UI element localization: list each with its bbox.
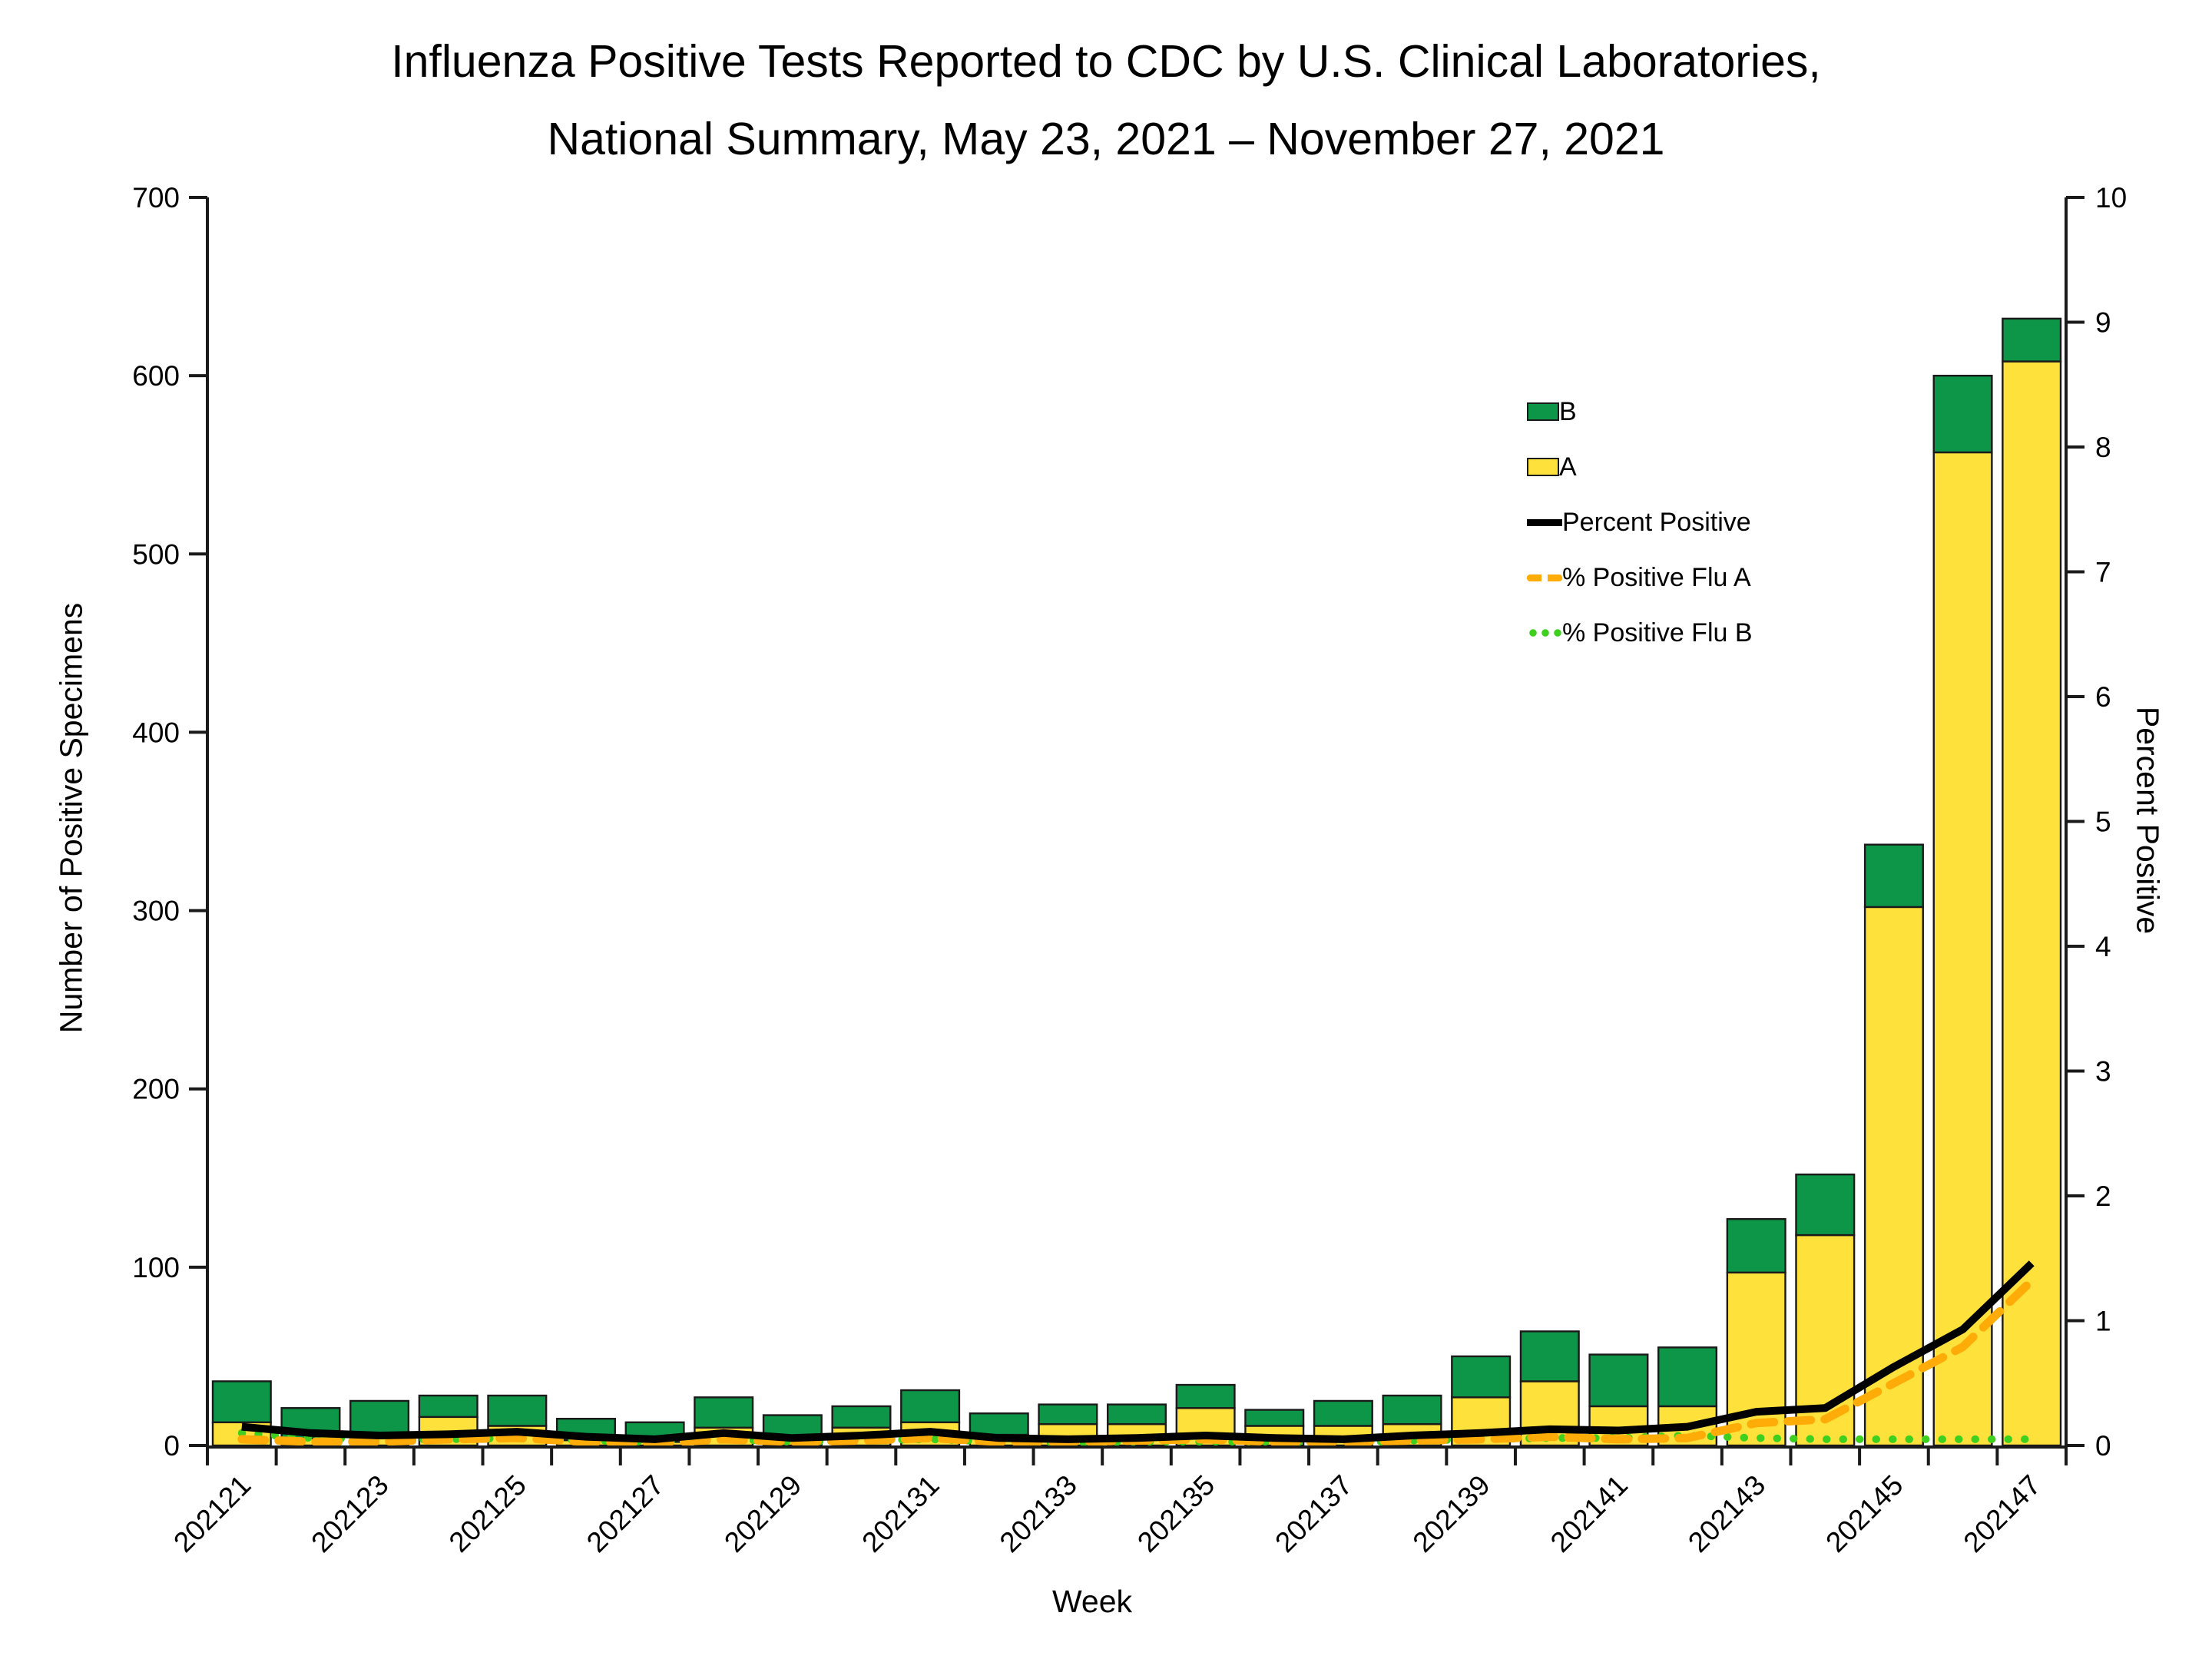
y-axis-left-tick-label: 300	[132, 896, 180, 927]
x-axis-title: Week	[1051, 1584, 1133, 1619]
chart-title-line1: Influenza Positive Tests Reported to CDC…	[391, 36, 1821, 87]
bar-flu-b	[418, 1394, 478, 1419]
legend-item-b: B	[1527, 397, 1753, 426]
x-axis-tick-label: 202125	[443, 1469, 532, 1558]
x-axis-tick-label: 202139	[1407, 1469, 1496, 1558]
bar-flu-b	[2002, 317, 2062, 363]
y-axis-right-tick-label: 3	[2095, 1056, 2111, 1088]
bar-flu-a	[1795, 1233, 1856, 1447]
y-axis-left-tick-label: 200	[132, 1074, 180, 1105]
legend-item-a: A	[1527, 452, 1753, 482]
y-axis-left-tick-label: 0	[164, 1430, 180, 1462]
legend: B A Percent Positive % Positive Flu A % Posi…	[1527, 397, 1753, 677]
legend-line-percent-positive-icon	[1527, 518, 1562, 526]
y-axis-right-tick-label: 0	[2095, 1430, 2111, 1462]
bar-flu-b	[1106, 1403, 1167, 1426]
bar-flu-b	[1313, 1399, 1373, 1427]
legend-item-pct-positive-flu-b: % Positive Flu B	[1527, 618, 1753, 647]
x-axis-tick-label: 202123	[305, 1469, 394, 1558]
y-axis-right-tick-label: 6	[2095, 681, 2111, 713]
bar-flu-b	[211, 1380, 272, 1424]
x-axis-tick-label: 202137	[1269, 1469, 1358, 1558]
y-axis-title-right: Percent Positive	[2130, 706, 2166, 935]
bar-flu-a	[1932, 451, 1993, 1447]
x-axis-tick-label: 202141	[1545, 1469, 1634, 1558]
x-axis-tick-label: 202145	[1820, 1469, 1909, 1558]
y-axis-right-tick-label: 1	[2095, 1306, 2111, 1337]
x-axis-tick-label: 202133	[994, 1469, 1083, 1558]
legend-line-pct-positive-flu-b-icon	[1527, 629, 1562, 637]
x-axis-tick-label: 202127	[581, 1469, 670, 1558]
bar-flu-b	[1863, 843, 1924, 909]
line-percent-positive	[241, 1260, 2035, 1443]
x-axis-tick-label: 202129	[718, 1469, 807, 1558]
y-axis-left-tick-label: 500	[132, 538, 180, 570]
x-axis-tick-label: 202121	[167, 1469, 257, 1558]
chart-title: Influenza Positive Tests Reported to CDC…	[0, 23, 2212, 179]
legend-label-b: B	[1559, 396, 1577, 426]
legend-line-pct-positive-flu-a-icon	[1527, 574, 1562, 581]
bar-flu-b	[1657, 1346, 1718, 1408]
x-axis-tick-label: 202143	[1682, 1469, 1771, 1558]
bar-flu-b	[1244, 1409, 1305, 1427]
bar-flu-b	[1382, 1394, 1442, 1426]
legend-label-pct-positive-flu-b: % Positive Flu B	[1562, 618, 1753, 647]
bar-flu-b	[1519, 1330, 1580, 1382]
legend-swatch-b-icon	[1527, 402, 1559, 421]
y-axis-right-tick-label: 9	[2095, 307, 2111, 339]
y-axis-title-left: Number of Positive Specimens	[53, 602, 89, 1034]
y-axis-right-tick-label: 5	[2095, 806, 2111, 838]
legend-item-percent-positive: Percent Positive	[1527, 508, 1753, 537]
y-axis-right-tick-label: 8	[2095, 432, 2111, 463]
bar-flu-b	[349, 1399, 410, 1438]
bar-flu-b	[1726, 1217, 1786, 1274]
bar-flu-b	[1588, 1353, 1649, 1408]
bar-flu-b	[694, 1396, 754, 1429]
bar-flu-b	[900, 1389, 961, 1424]
bar-flu-b	[487, 1394, 548, 1427]
bar-flu-b	[1451, 1355, 1512, 1399]
y-axis-left-tick-label: 100	[132, 1252, 180, 1283]
legend-label-pct-positive-flu-a: % Positive Flu A	[1562, 562, 1751, 592]
x-axis-tick-label: 202135	[1131, 1469, 1220, 1558]
y-axis-right-tick-label: 10	[2095, 182, 2127, 214]
y-axis-left-tick-label: 600	[132, 360, 180, 392]
bar-flu-b	[969, 1412, 1029, 1436]
bar-flu-b	[1795, 1173, 1856, 1237]
y-axis-right-tick-label: 2	[2095, 1181, 2111, 1212]
legend-label-percent-positive: Percent Positive	[1562, 507, 1751, 537]
x-axis-tick-label: 202131	[856, 1469, 945, 1558]
bar-flu-b	[1175, 1383, 1236, 1409]
legend-label-a: A	[1559, 452, 1577, 482]
y-axis-left-tick-label: 700	[132, 182, 180, 214]
bar-flu-b	[1038, 1403, 1098, 1426]
legend-item-pct-positive-flu-a: % Positive Flu A	[1527, 563, 1753, 592]
legend-swatch-a-icon	[1527, 458, 1559, 476]
chart-title-line2: National Summary, May 23, 2021 – Novembe…	[547, 114, 1665, 165]
y-axis-left-tick-label: 400	[132, 717, 180, 748]
x-axis-tick-label: 202147	[1958, 1469, 2047, 1558]
bar-flu-b	[831, 1405, 892, 1429]
y-axis-right-tick-label: 4	[2095, 931, 2111, 962]
bar-flu-b	[1932, 374, 1993, 454]
y-axis-right-tick-label: 7	[2095, 557, 2111, 588]
